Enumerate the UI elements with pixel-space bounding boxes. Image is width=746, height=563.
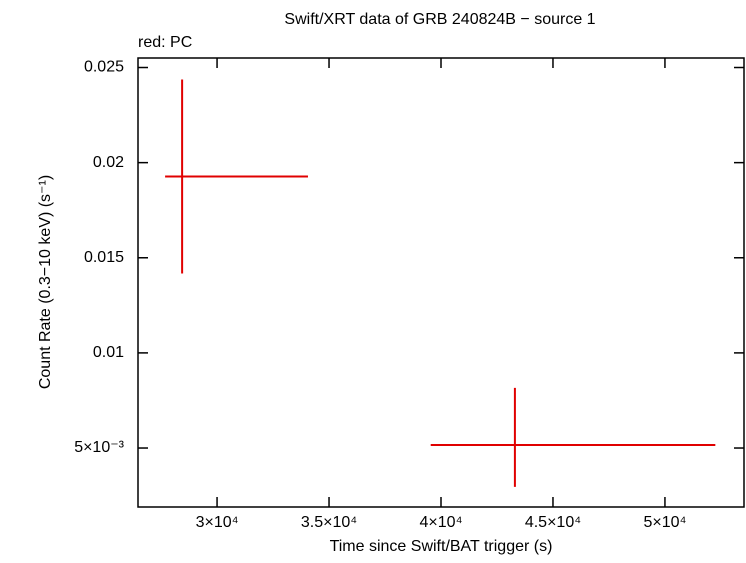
x-tick-label: 4×10⁴: [420, 514, 463, 531]
y-tick-label: 5×10⁻³: [74, 439, 124, 456]
y-tick-label: 0.025: [84, 59, 124, 76]
y-tick-label: 0.02: [93, 154, 124, 171]
y-axis-label: Count Rate (0.3−10 keV) (s⁻¹): [37, 175, 54, 389]
plot-frame: [137, 57, 745, 508]
y-tick-label: 0.015: [84, 249, 124, 266]
x-tick-label: 3.5×10⁴: [301, 514, 357, 531]
x-axis-label: Time since Swift/BAT trigger (s): [330, 538, 553, 555]
x-tick-label: 3×10⁴: [196, 514, 239, 531]
y-tick-label: 0.01: [93, 344, 124, 361]
chart-title: Swift/XRT data of GRB 240824B − source 1: [284, 11, 595, 28]
x-tick-label: 4.5×10⁴: [525, 514, 581, 531]
x-tick-label: 5×10⁴: [643, 514, 686, 531]
chart-subtitle: red: PC: [138, 34, 192, 51]
